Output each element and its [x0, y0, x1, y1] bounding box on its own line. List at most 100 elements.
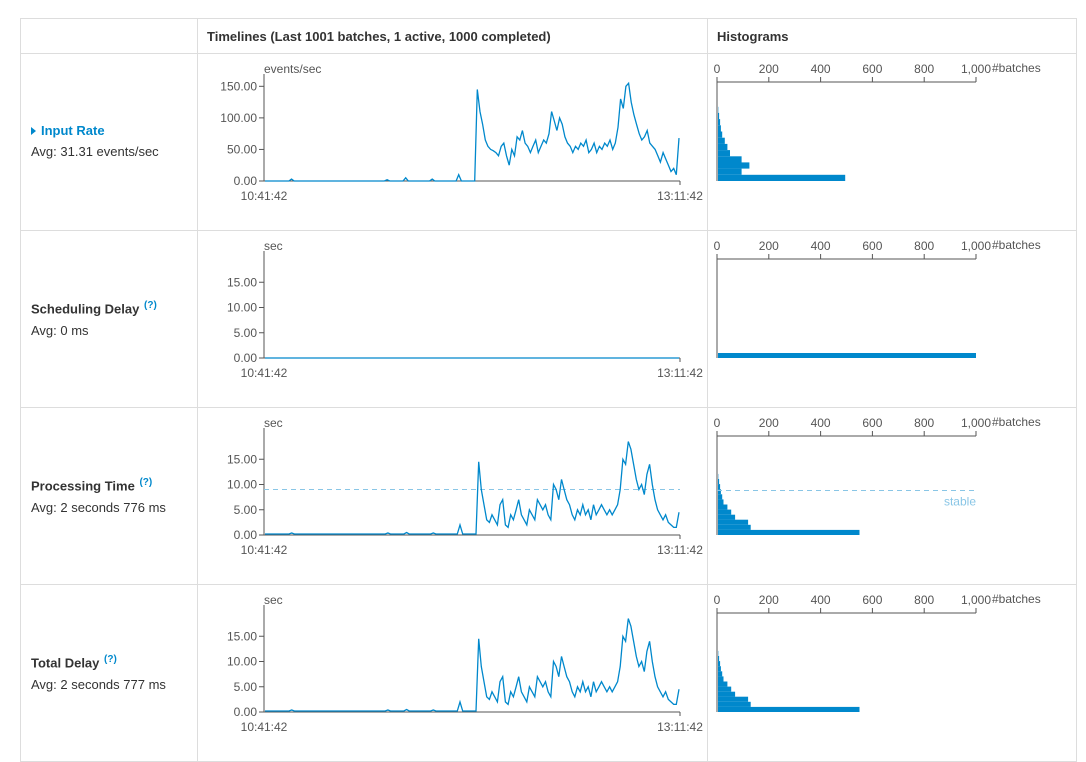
input-rate-toggle[interactable]: Input Rate: [31, 122, 197, 140]
x-tick-label: 200: [759, 593, 779, 607]
y-tick-label: 15.00: [227, 452, 257, 466]
total-delay-title: Total Delay: [31, 656, 99, 671]
histogram-bar: [718, 515, 735, 520]
histogram-bar: [718, 119, 720, 125]
input-rate-cell: Input Rate Avg: 31.31 events/sec: [21, 54, 198, 231]
y-axis-unit-label: events/sec: [264, 62, 321, 76]
help-icon[interactable]: (?): [144, 300, 157, 311]
y-tick-label: 100.00: [220, 111, 257, 125]
y-tick-label: 15.00: [227, 275, 257, 289]
histogram-bar: [718, 702, 751, 707]
x-tick-label: 0: [714, 62, 721, 76]
x-axis-unit-label: #batches: [992, 592, 1041, 606]
x-tick-label: 400: [811, 593, 831, 607]
total-delay-cell: Total Delay (?) Avg: 2 seconds 777 ms: [21, 585, 198, 762]
y-tick-label: 5.00: [234, 680, 258, 694]
y-tick-label: 15.00: [227, 629, 257, 643]
histogram-bar: [718, 666, 721, 671]
histogram-bar: [718, 682, 727, 687]
x-tick-label: 400: [811, 239, 831, 253]
x-tick-label: 400: [811, 62, 831, 76]
y-axis-unit-label: sec: [264, 416, 283, 430]
y-axis-unit-label: sec: [264, 593, 283, 607]
histogram-bar: [718, 484, 720, 489]
histogram-bar: [718, 707, 860, 712]
x-tick-label: 600: [862, 416, 882, 430]
x-tick-label-start: 10:41:42: [241, 366, 288, 380]
x-tick-label: 800: [914, 416, 934, 430]
series-line: [265, 442, 679, 534]
x-axis-unit-label: #batches: [992, 415, 1041, 429]
stable-threshold-label: stable: [944, 494, 976, 508]
x-tick-label-start: 10:41:42: [241, 720, 288, 734]
x-tick-label-start: 10:41:42: [241, 543, 288, 557]
total-delay-title-line: Total Delay (?): [31, 651, 197, 672]
histogram-bar: [718, 499, 724, 504]
histogram-bar: [718, 479, 719, 484]
histogram-bar: [718, 494, 722, 499]
processing-time-row: Processing Time (?) Avg: 2 seconds 776 m…: [21, 408, 1077, 585]
histogram-bar: [718, 144, 727, 150]
total-delay-avg: Avg: 2 seconds 777 ms: [31, 675, 197, 695]
input-rate-title[interactable]: Input Rate: [41, 123, 105, 138]
x-tick-label-end: 13:11:42: [657, 189, 703, 203]
x-tick-label: 200: [759, 239, 779, 253]
timelines-header: Timelines (Last 1001 batches, 1 active, …: [198, 19, 708, 54]
histogram-bar: [718, 162, 749, 168]
x-tick-label: 0: [714, 416, 721, 430]
input-rate-avg: Avg: 31.31 events/sec: [31, 142, 197, 162]
series-line: [265, 619, 679, 711]
x-tick-label-end: 13:11:42: [657, 366, 703, 380]
histogram-bar: [718, 525, 751, 530]
histogram-bar: [718, 661, 720, 666]
y-tick-label: 0.00: [234, 174, 258, 188]
histogram-bar: [718, 687, 731, 692]
header-blank: [21, 19, 198, 54]
histogram-bar: [718, 156, 742, 162]
x-tick-label: 800: [914, 62, 934, 76]
histogram-bar: [718, 113, 719, 119]
x-tick-label: 200: [759, 416, 779, 430]
x-tick-label: 600: [862, 239, 882, 253]
histogram-bar: [718, 697, 748, 702]
x-tick-label: 600: [862, 62, 882, 76]
x-tick-label: 1,000: [961, 416, 991, 430]
histogram-bar: [718, 353, 976, 358]
x-tick-label: 600: [862, 593, 882, 607]
histogram-bar: [718, 530, 860, 535]
x-tick-label: 800: [914, 239, 934, 253]
histogram-bar: [718, 520, 748, 525]
y-tick-label: 5.00: [234, 503, 258, 517]
x-axis-unit-label: #batches: [992, 238, 1041, 252]
processing-time-histogram-cell: 0 200 400 600 800 1,000#batches stable: [708, 408, 1077, 585]
scheduling-delay-title: Scheduling Delay: [31, 302, 139, 317]
help-icon[interactable]: (?): [139, 477, 152, 488]
series-line: [265, 83, 679, 181]
total-delay-row: Total Delay (?) Avg: 2 seconds 777 ms se…: [21, 585, 1077, 762]
y-tick-label: 150.00: [220, 79, 257, 93]
histogram-bar: [718, 505, 727, 510]
x-tick-label-end: 13:11:42: [657, 543, 703, 557]
y-tick-label: 10.00: [227, 301, 257, 315]
processing-time-avg: Avg: 2 seconds 776 ms: [31, 498, 197, 518]
help-icon[interactable]: (?): [104, 654, 117, 665]
expand-triangle-icon[interactable]: [31, 127, 36, 135]
processing-time-title: Processing Time: [31, 479, 135, 494]
y-tick-label: 50.00: [227, 142, 257, 156]
x-tick-label: 400: [811, 416, 831, 430]
scheduling-delay-avg: Avg: 0 ms: [31, 321, 197, 341]
